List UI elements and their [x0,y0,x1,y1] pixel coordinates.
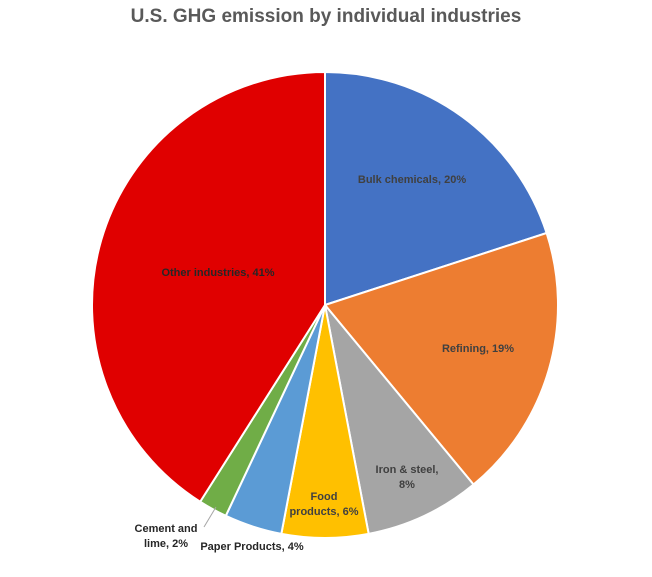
pie-slice [324,70,548,307]
chart-title: U.S. GHG emission by individual industri… [130,6,522,27]
pie-slice [323,231,559,486]
slice-label: Food products, 6% [289,491,358,518]
slice-label: Bulk chemicals, 20% [358,174,466,186]
slice-label: Iron & steel, 8% [376,464,439,491]
slice-label: Cement and lime, 2% [135,523,198,550]
pie-slice [91,70,326,504]
slice-label: Other industries, 41% [161,267,274,279]
slice-label: Refining, 19% [442,343,514,355]
leader-line [203,506,217,528]
slice-label: Paper Products, 4% [200,541,304,553]
pie-slice [324,304,475,536]
